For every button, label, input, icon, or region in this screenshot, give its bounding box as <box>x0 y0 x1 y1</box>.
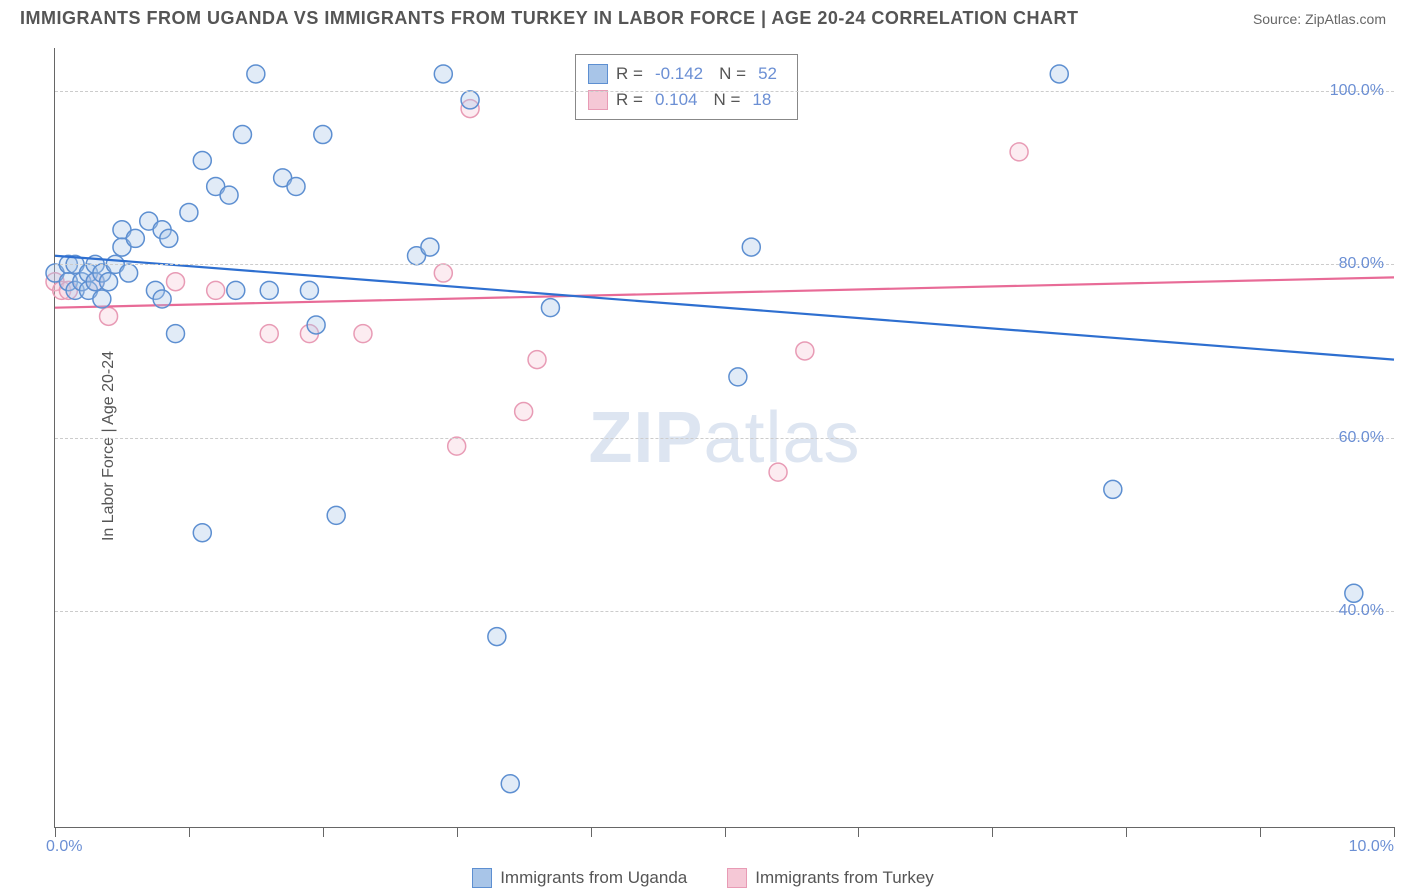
x-tick-10: 10.0% <box>1349 838 1394 856</box>
x-tick <box>591 827 592 837</box>
data-point <box>193 524 211 542</box>
x-tick <box>1126 827 1127 837</box>
gridline <box>55 611 1394 612</box>
data-point <box>354 325 372 343</box>
legend-swatch-turkey-bottom <box>727 868 747 888</box>
data-point <box>1050 65 1068 83</box>
data-point <box>448 437 466 455</box>
data-point <box>153 290 171 308</box>
gridline <box>55 438 1394 439</box>
legend-row-uganda: R = -0.142 N = 52 <box>588 61 785 87</box>
data-point <box>421 238 439 256</box>
data-point <box>100 273 118 291</box>
plot-area: ZIPatlas R = -0.142 N = 52 R = 0.104 N =… <box>54 48 1394 828</box>
x-tick <box>858 827 859 837</box>
data-point <box>1010 143 1028 161</box>
data-point <box>729 368 747 386</box>
data-point <box>220 186 238 204</box>
data-point <box>233 126 251 144</box>
turkey-n-value: 18 <box>752 90 771 110</box>
turkey-r-value: 0.104 <box>655 90 698 110</box>
data-point <box>93 290 111 308</box>
uganda-label: Immigrants from Uganda <box>500 868 687 888</box>
x-tick <box>55 827 56 837</box>
data-point <box>528 351 546 369</box>
uganda-r-value: -0.142 <box>655 64 703 84</box>
y-tick-label: 100.0% <box>1330 82 1384 100</box>
y-tick-label: 40.0% <box>1339 602 1384 620</box>
x-tick <box>323 827 324 837</box>
data-point <box>180 203 198 221</box>
trend-line <box>55 277 1394 307</box>
r-label: R = <box>616 64 643 84</box>
x-tick <box>992 827 993 837</box>
x-tick <box>1260 827 1261 837</box>
turkey-label: Immigrants from Turkey <box>755 868 934 888</box>
data-point <box>120 264 138 282</box>
data-point <box>488 628 506 646</box>
data-point <box>260 325 278 343</box>
data-point <box>434 264 452 282</box>
data-point <box>1345 584 1363 602</box>
data-point <box>100 307 118 325</box>
x-tick <box>457 827 458 837</box>
data-point <box>434 65 452 83</box>
x-tick <box>725 827 726 837</box>
data-point <box>1104 480 1122 498</box>
legend-swatch-uganda-bottom <box>472 868 492 888</box>
data-point <box>207 281 225 299</box>
data-point <box>541 299 559 317</box>
legend-item-uganda: Immigrants from Uganda <box>472 868 687 888</box>
data-point <box>769 463 787 481</box>
data-point <box>327 506 345 524</box>
y-tick-label: 60.0% <box>1339 429 1384 447</box>
data-point <box>742 238 760 256</box>
data-point <box>307 316 325 334</box>
gridline <box>55 264 1394 265</box>
data-point <box>287 177 305 195</box>
n-label: N = <box>713 90 740 110</box>
n-label: N = <box>719 64 746 84</box>
data-point <box>167 325 185 343</box>
data-point <box>227 281 245 299</box>
data-point <box>461 91 479 109</box>
legend-swatch-turkey <box>588 90 608 110</box>
series-legend: Immigrants from Uganda Immigrants from T… <box>0 868 1406 888</box>
data-point <box>193 152 211 170</box>
data-point <box>314 126 332 144</box>
data-point <box>300 281 318 299</box>
correlation-legend: R = -0.142 N = 52 R = 0.104 N = 18 <box>575 54 798 120</box>
r-label: R = <box>616 90 643 110</box>
x-tick-0: 0.0% <box>46 838 82 856</box>
data-point <box>501 775 519 793</box>
data-point <box>796 342 814 360</box>
data-point <box>515 403 533 421</box>
uganda-n-value: 52 <box>758 64 777 84</box>
x-tick <box>189 827 190 837</box>
source-label: Source: ZipAtlas.com <box>1253 11 1386 27</box>
legend-swatch-uganda <box>588 64 608 84</box>
data-point <box>247 65 265 83</box>
data-point <box>260 281 278 299</box>
chart-title: IMMIGRANTS FROM UGANDA VS IMMIGRANTS FRO… <box>20 8 1079 29</box>
data-point <box>167 273 185 291</box>
x-tick <box>1394 827 1395 837</box>
data-point <box>126 229 144 247</box>
y-tick-label: 80.0% <box>1339 255 1384 273</box>
legend-item-turkey: Immigrants from Turkey <box>727 868 934 888</box>
data-point <box>160 229 178 247</box>
gridline <box>55 91 1394 92</box>
trend-line <box>55 256 1394 360</box>
